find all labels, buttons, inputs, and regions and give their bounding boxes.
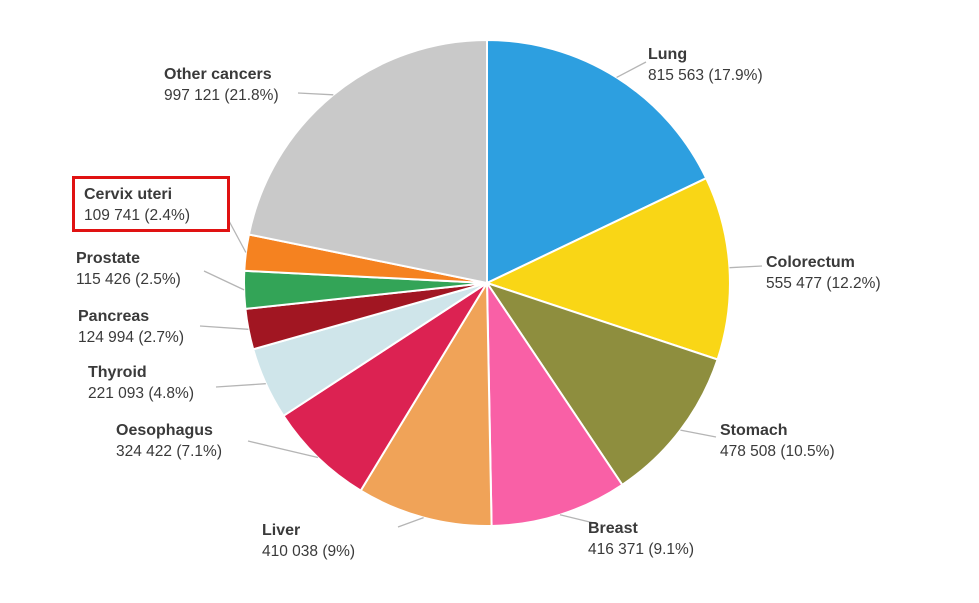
pie-slice-breast <box>485 279 624 528</box>
pie-slice-oesophagus <box>282 282 488 492</box>
leader-line-pancreas <box>199 325 249 330</box>
label-other-cancers: Other cancers 997 121 (21.8%) <box>164 64 279 106</box>
pie-slice-lung <box>486 38 708 285</box>
cervix-highlight-box <box>72 176 230 232</box>
label-stomach: Stomach 478 508 (10.5%) <box>720 420 835 462</box>
label-lung: Lung 815 563 (17.9%) <box>648 44 763 86</box>
label-cervix-uteri: Cervix uteri 109 741 (2.4%) <box>84 184 190 226</box>
label-breast: Breast 416 371 (9.1%) <box>588 518 694 560</box>
label-prostate-value: 115 426 (2.5%) <box>76 271 181 288</box>
label-stomach-name: Stomach <box>720 422 788 439</box>
label-liver-name: Liver <box>262 522 301 539</box>
label-prostate: Prostate 115 426 (2.5%) <box>76 248 181 290</box>
leader-line-oesophagus <box>247 440 319 459</box>
leader-line-colorectum <box>729 265 763 269</box>
label-thyroid-name: Thyroid <box>88 364 147 381</box>
label-liver: Liver 410 038 (9%) <box>262 520 355 562</box>
label-breast-value: 416 371 (9.1%) <box>588 541 694 558</box>
pie-slice-stomach <box>484 281 719 487</box>
leader-line-breast <box>559 514 599 525</box>
label-lung-value: 815 563 (17.9%) <box>648 67 763 84</box>
label-other-cancers-value: 997 121 (21.8%) <box>164 87 279 104</box>
leader-line-lung <box>616 61 647 78</box>
label-lung-name: Lung <box>648 46 688 63</box>
label-colorectum: Colorectum 555 477 (12.2%) <box>766 252 881 294</box>
label-cervix-uteri-name: Cervix uteri <box>84 186 173 203</box>
label-prostate-name: Prostate <box>76 250 141 267</box>
label-colorectum-name: Colorectum <box>766 254 855 271</box>
label-thyroid: Thyroid 221 093 (4.8%) <box>88 362 194 404</box>
label-pancreas-name: Pancreas <box>78 308 150 325</box>
label-other-cancers-name: Other cancers <box>164 66 272 83</box>
label-oesophagus-name: Oesophagus <box>116 422 213 439</box>
leader-line-thyroid <box>215 383 266 388</box>
pie-slice-colorectum <box>484 176 731 361</box>
label-liver-value: 410 038 (9%) <box>262 543 356 560</box>
label-pancreas: Pancreas 124 994 (2.7%) <box>78 306 184 348</box>
label-stomach-value: 478 508 (10.5%) <box>720 443 835 460</box>
leader-line-prostate <box>203 270 245 291</box>
leader-line-other-cancers <box>297 92 334 96</box>
leader-line-cervix-uteri <box>228 220 247 253</box>
leader-line-stomach <box>680 429 717 438</box>
label-oesophagus: Oesophagus 324 422 (7.1%) <box>116 420 222 462</box>
label-thyroid-value: 221 093 (4.8%) <box>88 385 194 402</box>
label-breast-name: Breast <box>588 520 638 537</box>
label-oesophagus-value: 324 422 (7.1%) <box>116 443 222 460</box>
pie-slice-liver <box>359 279 493 528</box>
label-cervix-uteri-value: 109 741 (2.4%) <box>84 207 190 224</box>
label-colorectum-value: 555 477 (12.2%) <box>766 275 881 292</box>
leader-line-liver <box>397 516 424 528</box>
label-pancreas-value: 124 994 (2.7%) <box>78 329 184 346</box>
